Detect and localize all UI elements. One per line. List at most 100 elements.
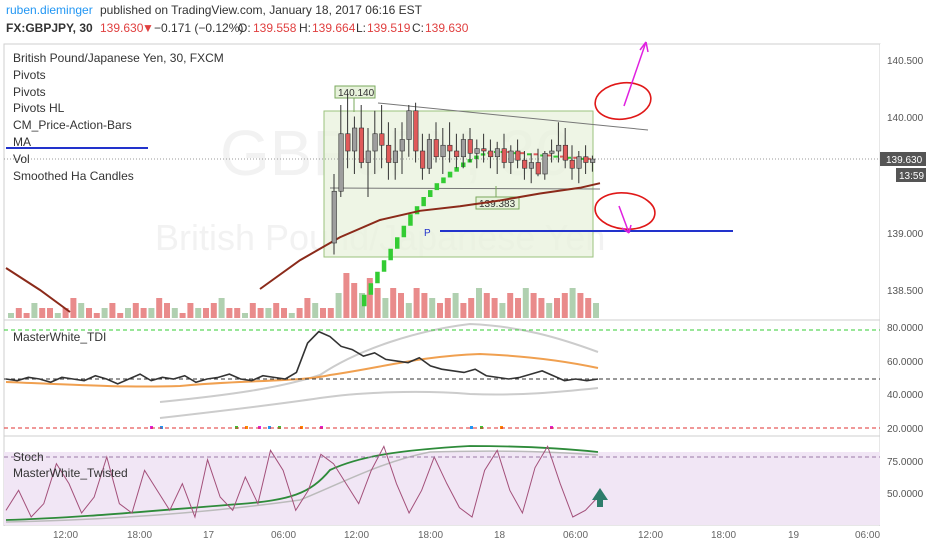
candle-body	[379, 133, 385, 146]
ha-candle	[447, 171, 453, 178]
price-candle	[549, 139, 555, 163]
volume-bar	[156, 298, 163, 318]
price-tick: 139.000	[887, 229, 924, 240]
price-candle	[515, 139, 521, 169]
legend-price-action[interactable]: CM_Price-Action-Bars	[13, 118, 132, 132]
time-tick: 06:00	[855, 530, 880, 541]
price-axis[interactable]: 140.500 140.000 139.000 138.500 139.630 …	[880, 44, 932, 526]
tdi-tick: 20.0000	[887, 424, 924, 435]
author-name[interactable]: ruben.dieminger	[6, 3, 93, 17]
legend-symbol[interactable]: British Pound/Japanese Yen, 30, FXCM	[13, 51, 224, 65]
candle-body	[528, 162, 535, 169]
current-price-text: 139.630	[886, 155, 923, 166]
legend-pivots-hl[interactable]: Pivots HL	[13, 101, 65, 115]
candle-body	[406, 110, 412, 140]
tdi-lines	[5, 322, 599, 429]
moving-average	[5, 182, 601, 313]
candle-body	[522, 159, 528, 169]
volume-bar	[382, 298, 389, 318]
legend-twisted[interactable]: MasterWhite_Twisted	[13, 466, 128, 480]
legend-ha-candles[interactable]: Smoothed Ha Candles	[13, 169, 134, 183]
tdi-upper-band	[159, 322, 599, 403]
volume-bar	[561, 293, 568, 318]
ha-candle	[375, 271, 380, 284]
volume-bar	[109, 303, 116, 318]
volume-bar	[335, 293, 342, 318]
volume-bar	[405, 303, 412, 318]
low-value: 139.519	[367, 21, 411, 35]
volume-bar	[171, 308, 178, 318]
volume-bar	[117, 313, 124, 318]
price-candle	[338, 105, 344, 197]
price-candle	[542, 151, 548, 180]
ha-candle	[533, 153, 539, 156]
ha-candle	[414, 206, 420, 215]
volume-bar	[226, 308, 233, 318]
volume-bar	[281, 308, 287, 318]
candle-body	[358, 127, 365, 163]
legend-stoch[interactable]: Stoch	[13, 450, 44, 464]
price-candle	[331, 174, 337, 255]
volume-bar	[78, 303, 85, 318]
legend-pivots-1[interactable]: Pivots	[13, 68, 46, 82]
ma-left-segment	[5, 267, 71, 313]
ha-candle	[421, 197, 426, 207]
price-candle	[454, 133, 460, 169]
legend-tdi[interactable]: MasterWhite_TDI	[13, 330, 106, 344]
candle-body	[576, 156, 582, 169]
time-tick: 12:00	[638, 530, 663, 541]
candle-body	[365, 150, 371, 163]
price-candle	[481, 133, 487, 163]
close-label: C:	[412, 21, 424, 35]
up-arrow-line	[623, 41, 647, 107]
high-label: H:	[299, 21, 311, 35]
candle-body	[590, 158, 596, 163]
drawings: P 140.140 139.383	[4, 41, 880, 258]
time-axis[interactable]: 12:00 18:00 17 06:00 12:00 18:00 18 06:0…	[0, 526, 932, 550]
panel-levels	[4, 329, 880, 507]
candle-body	[331, 190, 337, 244]
volume-bar	[320, 308, 326, 318]
volume-bar	[195, 308, 202, 318]
price-candle	[352, 116, 358, 174]
stoch-lines	[5, 445, 599, 523]
stoch-band	[4, 452, 880, 525]
ha-candle	[540, 154, 545, 157]
volume-bar	[210, 303, 217, 318]
pane-frames	[3, 43, 881, 527]
open-value: 139.558	[253, 21, 297, 35]
volume-bar	[187, 303, 194, 318]
price-candle	[501, 133, 507, 169]
stoch-trend-line	[5, 450, 599, 523]
candle-body	[454, 150, 460, 158]
legend-ma[interactable]: MA	[13, 135, 31, 149]
price-axis-bg	[880, 44, 932, 526]
upper-trendline	[377, 102, 649, 131]
candle-body	[583, 156, 589, 163]
countdown-text: 13:59	[899, 171, 924, 182]
volume-bar	[569, 288, 576, 318]
volume-bar	[15, 308, 22, 318]
price-candle	[460, 133, 467, 169]
candle-body	[508, 150, 514, 163]
volume-bar	[491, 298, 498, 318]
candle-body	[494, 148, 501, 158]
volume-bar	[312, 303, 319, 318]
stoch-k-line	[5, 445, 599, 519]
volume-bar	[132, 303, 139, 318]
tdi-tick: 80.0000	[887, 323, 924, 334]
price-candle	[406, 105, 412, 157]
time-tick: 19	[788, 530, 800, 541]
legend-vol[interactable]: Vol	[13, 152, 30, 166]
ha-candle	[388, 248, 393, 261]
price-candle	[413, 102, 419, 163]
candle-body	[488, 150, 494, 158]
legend-pivots-2[interactable]: Pivots	[13, 85, 46, 99]
volume-bar	[39, 308, 46, 318]
low-label: L:	[356, 21, 366, 35]
volume-bar	[273, 303, 280, 318]
candle-body	[460, 139, 467, 158]
price-candle	[392, 128, 399, 180]
volume-bar	[554, 298, 560, 318]
